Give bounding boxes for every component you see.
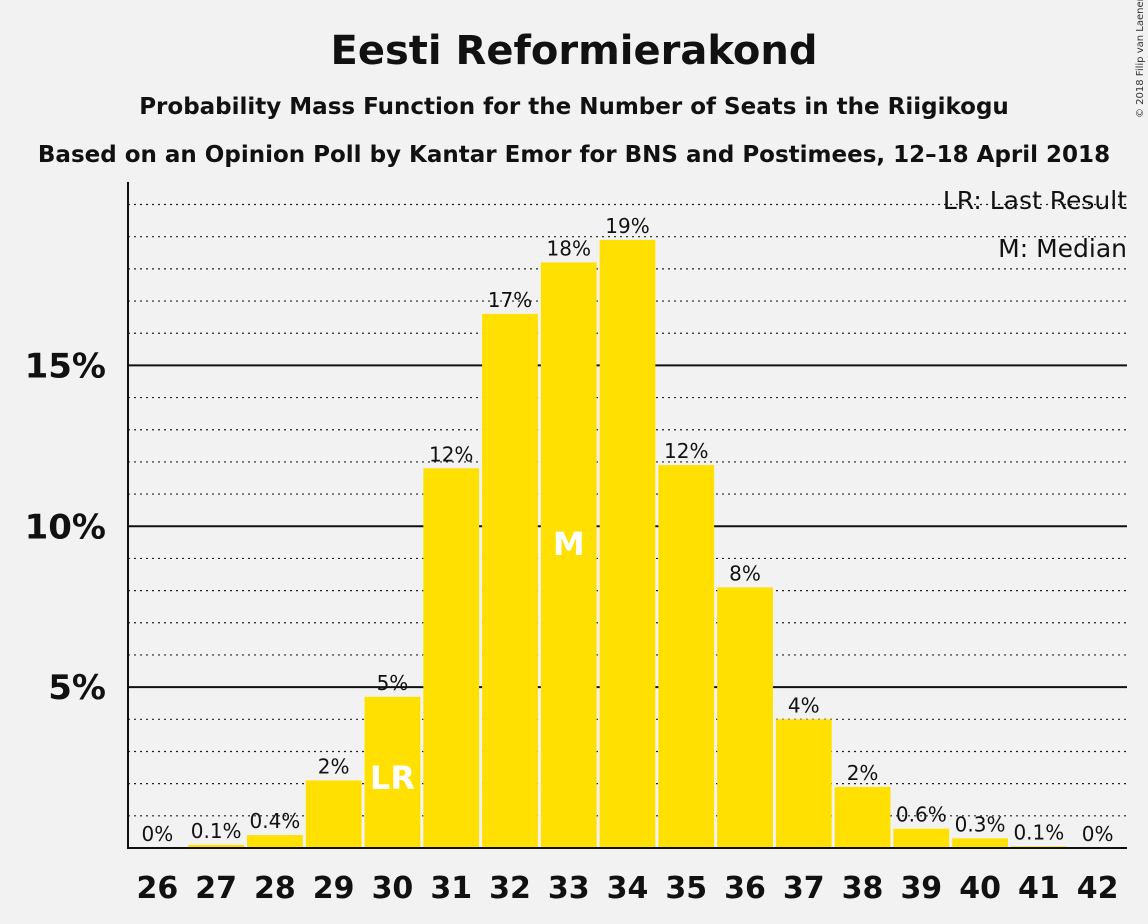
x-tick-label-33: 33 bbox=[548, 871, 590, 906]
x-tick-label-26: 26 bbox=[137, 871, 179, 906]
data-label-28: 0.4% bbox=[250, 809, 301, 833]
bar-35 bbox=[658, 465, 715, 848]
data-label-33: 18% bbox=[547, 236, 591, 260]
x-tick-label-32: 32 bbox=[489, 871, 531, 906]
data-label-37: 4% bbox=[788, 693, 820, 717]
last-result-marker: LR bbox=[370, 759, 415, 797]
x-tick-label-30: 30 bbox=[372, 871, 414, 906]
bar-32 bbox=[482, 313, 538, 848]
legend-last-result: LR: Last Result bbox=[943, 186, 1127, 215]
bar-39 bbox=[893, 828, 950, 848]
data-label-38: 2% bbox=[847, 761, 879, 785]
x-tick-label-39: 39 bbox=[900, 871, 942, 906]
data-label-35: 12% bbox=[664, 439, 708, 463]
x-tick-label-40: 40 bbox=[959, 871, 1001, 906]
bar-29 bbox=[305, 780, 362, 848]
chart-subtitle: Probability Mass Function for the Number… bbox=[139, 94, 1009, 120]
x-tick-label-36: 36 bbox=[724, 871, 766, 906]
x-tick-label-28: 28 bbox=[254, 871, 296, 906]
x-tick-label-31: 31 bbox=[430, 871, 472, 906]
x-tick-label-27: 27 bbox=[195, 871, 237, 906]
median-marker: M bbox=[553, 525, 585, 563]
x-tick-label-34: 34 bbox=[607, 871, 649, 906]
chart-title: Eesti Reformierakond bbox=[331, 28, 818, 74]
data-label-42: 0% bbox=[1082, 822, 1114, 846]
data-labels: 0% 0.1% 0.4% 2% 5% LR 12% 17% 18% M 19% 12% 8% 4% 2% 0.… bbox=[142, 214, 1114, 846]
axes: 5% 10% 15% 26 27 28 29 30 31 32 33 34 35 36 37 38 39 40 41… bbox=[25, 182, 1127, 906]
bar-27 bbox=[188, 844, 245, 848]
data-label-36: 8% bbox=[729, 561, 761, 585]
data-label-26: 0% bbox=[142, 822, 174, 846]
bars bbox=[188, 239, 1067, 849]
data-label-39: 0.6% bbox=[896, 803, 947, 827]
bar-40 bbox=[952, 838, 1008, 848]
y-tick-label-15: 15% bbox=[25, 346, 106, 386]
data-label-27: 0.1% bbox=[191, 819, 242, 843]
data-label-32: 17% bbox=[488, 288, 532, 312]
bar-33 bbox=[540, 262, 597, 848]
bar-37 bbox=[775, 719, 832, 848]
chart-subtitle-poll: Based on an Opinion Poll by Kantar Emor … bbox=[38, 142, 1110, 168]
data-label-41: 0.1% bbox=[1013, 820, 1064, 844]
bar-31 bbox=[423, 468, 480, 848]
bar-36 bbox=[717, 587, 773, 848]
data-label-40: 0.3% bbox=[955, 812, 1006, 836]
data-label-29: 2% bbox=[318, 754, 350, 778]
x-tick-label-41: 41 bbox=[1018, 871, 1060, 906]
data-label-34: 19% bbox=[605, 214, 649, 238]
bar-34 bbox=[599, 239, 656, 849]
y-tick-label-10: 10% bbox=[25, 507, 106, 547]
x-tick-label-42: 42 bbox=[1077, 871, 1119, 906]
x-tick-label-29: 29 bbox=[313, 871, 355, 906]
data-label-30: 5% bbox=[377, 671, 409, 695]
bar-30 bbox=[364, 696, 421, 848]
x-tick-label-35: 35 bbox=[665, 871, 707, 906]
bar-28 bbox=[247, 835, 303, 848]
copyright-note: © 2018 Filip van Laenen bbox=[1135, 0, 1146, 118]
data-label-31: 12% bbox=[429, 442, 473, 466]
x-tick-label-37: 37 bbox=[783, 871, 825, 906]
legend-median: M: Median bbox=[998, 234, 1127, 263]
x-tick-label-38: 38 bbox=[842, 871, 884, 906]
bar-38 bbox=[834, 786, 891, 848]
y-tick-label-5: 5% bbox=[48, 668, 106, 708]
